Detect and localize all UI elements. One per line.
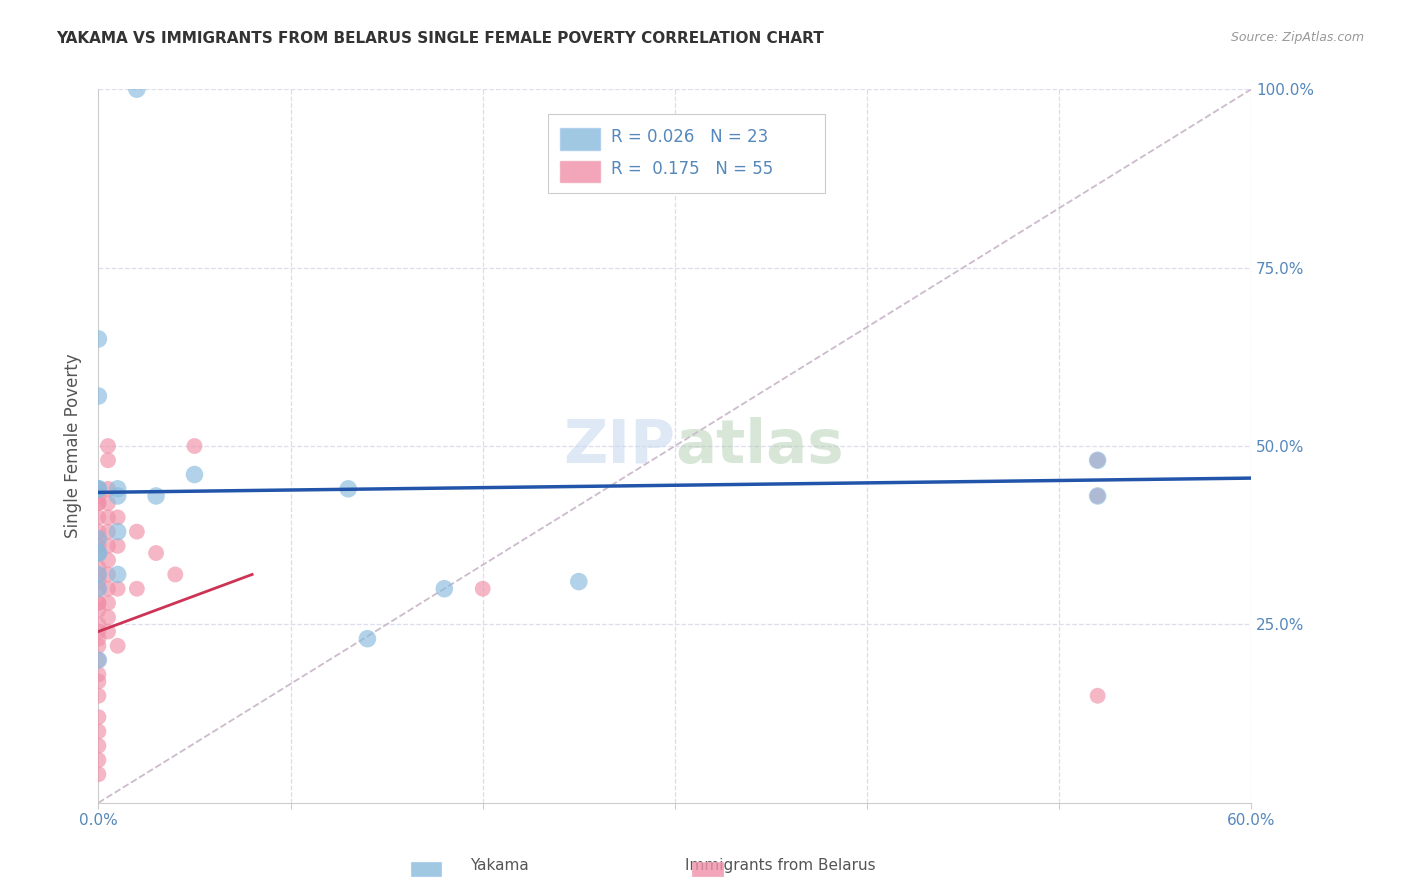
- Point: [87, 567, 110, 582]
- Point: [125, 524, 148, 539]
- Point: [97, 510, 120, 524]
- Point: [87, 567, 110, 582]
- Point: [356, 632, 378, 646]
- Point: [87, 496, 110, 510]
- Point: [97, 567, 120, 582]
- Point: [87, 482, 110, 496]
- Point: [87, 689, 110, 703]
- Text: ZIP: ZIP: [562, 417, 675, 475]
- Point: [165, 567, 187, 582]
- Point: [107, 539, 129, 553]
- Point: [97, 539, 120, 553]
- Point: [97, 596, 120, 610]
- Point: [107, 482, 129, 496]
- FancyBboxPatch shape: [548, 114, 825, 193]
- Point: [87, 532, 110, 546]
- Point: [433, 582, 456, 596]
- Point: [97, 610, 120, 624]
- Point: [145, 546, 167, 560]
- Point: [1087, 453, 1109, 467]
- Point: [87, 624, 110, 639]
- Point: [87, 560, 110, 574]
- Point: [337, 482, 360, 496]
- Text: Source: ZipAtlas.com: Source: ZipAtlas.com: [1230, 31, 1364, 45]
- Point: [87, 482, 110, 496]
- Point: [87, 710, 110, 724]
- Point: [87, 482, 110, 496]
- Point: [97, 553, 120, 567]
- Point: [97, 439, 120, 453]
- Point: [87, 596, 110, 610]
- Point: [87, 653, 110, 667]
- Point: [125, 82, 148, 96]
- Point: [97, 624, 120, 639]
- Y-axis label: Single Female Poverty: Single Female Poverty: [65, 354, 83, 538]
- Text: atlas: atlas: [675, 417, 844, 475]
- Point: [145, 489, 167, 503]
- Point: [87, 524, 110, 539]
- Text: YAKAMA VS IMMIGRANTS FROM BELARUS SINGLE FEMALE POVERTY CORRELATION CHART: YAKAMA VS IMMIGRANTS FROM BELARUS SINGLE…: [56, 31, 824, 46]
- Point: [125, 582, 148, 596]
- Point: [1087, 453, 1109, 467]
- Point: [87, 667, 110, 681]
- Point: [1087, 489, 1109, 503]
- Point: [97, 482, 120, 496]
- Point: [1087, 689, 1109, 703]
- Point: [107, 639, 129, 653]
- Point: [87, 496, 110, 510]
- Point: [87, 546, 110, 560]
- Point: [87, 617, 110, 632]
- Point: [87, 739, 110, 753]
- Point: [107, 489, 129, 503]
- Point: [87, 582, 110, 596]
- Point: [87, 632, 110, 646]
- Point: [87, 510, 110, 524]
- Text: R = 0.026   N = 23: R = 0.026 N = 23: [612, 128, 769, 146]
- Point: [87, 674, 110, 689]
- Point: [471, 582, 494, 596]
- Point: [87, 539, 110, 553]
- Point: [87, 582, 110, 596]
- Point: [87, 546, 110, 560]
- Point: [183, 467, 205, 482]
- Point: [87, 389, 110, 403]
- Point: [87, 489, 110, 503]
- Point: [87, 332, 110, 346]
- Point: [97, 453, 120, 467]
- Text: Immigrants from Belarus: Immigrants from Belarus: [685, 858, 876, 872]
- Point: [87, 653, 110, 667]
- Point: [97, 524, 120, 539]
- Text: R =  0.175   N = 55: R = 0.175 N = 55: [612, 161, 773, 178]
- Point: [107, 567, 129, 582]
- FancyBboxPatch shape: [560, 161, 600, 182]
- Point: [183, 439, 205, 453]
- Point: [87, 753, 110, 767]
- Point: [87, 767, 110, 781]
- Point: [1087, 489, 1109, 503]
- Point: [87, 546, 110, 560]
- Point: [87, 574, 110, 589]
- Point: [97, 582, 120, 596]
- Point: [568, 574, 591, 589]
- Point: [107, 582, 129, 596]
- Point: [87, 603, 110, 617]
- Point: [87, 724, 110, 739]
- Point: [107, 524, 129, 539]
- FancyBboxPatch shape: [560, 128, 600, 150]
- Point: [87, 639, 110, 653]
- Point: [107, 510, 129, 524]
- Point: [87, 532, 110, 546]
- Point: [97, 496, 120, 510]
- Text: Yakama: Yakama: [470, 858, 529, 872]
- Point: [87, 596, 110, 610]
